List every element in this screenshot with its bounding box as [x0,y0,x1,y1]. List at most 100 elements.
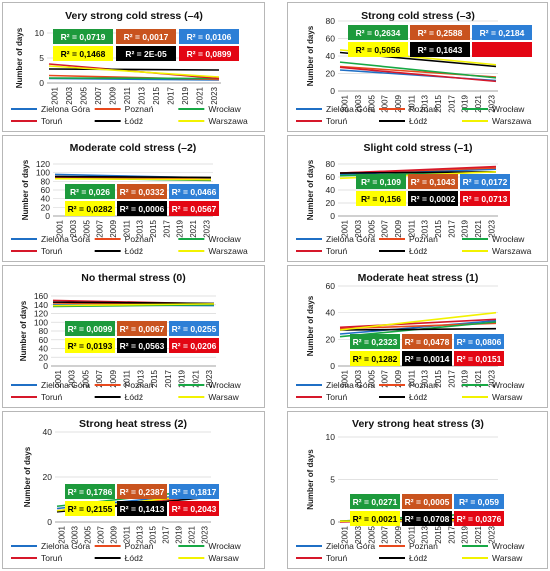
r2-badge: R² = 0,1786 [65,484,115,499]
y-tick-label: 160 [34,291,48,301]
r2-badge-background [179,29,239,44]
legend-label: Toruń [41,246,63,256]
r2-badge-background [65,201,115,216]
x-tick-label: 2013 [136,219,145,237]
r2-badge-background [402,494,452,509]
x-tick-label: 2007 [97,525,106,543]
x-tick-label: 2005 [367,219,376,237]
chart-title: Very strong cold stress (–4) [65,10,203,22]
y-tick-label: 20 [39,352,49,362]
legend-item-zielona-gora: Zielona Góra [296,234,375,244]
y-tick-label: 120 [36,159,50,169]
chart-title: Slight cold stress (–1) [363,142,472,154]
legend-item-torun: Toruń [11,116,63,126]
x-tick-label: 2013 [136,369,145,387]
r2-badge: R² = 2E-05 [116,46,176,61]
x-tick-label: 2003 [69,219,78,237]
legend-item-wroclaw: Wrocław [462,541,525,551]
r2-badge: R² = 0,0006 [117,201,167,216]
y-tick-label: 140 [34,300,48,310]
r2-badge-background [169,184,219,199]
chart-svg: Slight cold stress (–1) Number of days 0 20… [296,142,532,256]
legend-item-poznan: Poznań [379,541,438,551]
r2-badge: R² = 0,0193 [65,338,115,353]
x-tick-label: 2005 [84,525,93,543]
r2-badge-background [117,201,167,216]
x-tick-label: 2003 [65,86,74,104]
legend-label: Wrocław [208,541,241,551]
chart-panel-very-strong-cold-stress: Very strong cold stress (–4) Number of da… [2,2,265,132]
r2-value: R² = 0,0255 [172,324,217,334]
r2-value: R² = 0,0021 [353,514,398,524]
r2-badge: R² = 0,059 [454,494,504,509]
legend-label: Poznań [125,234,154,244]
r2-badge: R² = 0,1043 [408,174,458,189]
legend-label: Warsaw [208,392,239,402]
x-tick-label: 2023 [487,369,496,387]
x-tick-label: 2013 [421,525,430,543]
r2-badge: R² = 0,0719 [53,29,113,44]
x-tick-label: 2019 [461,525,470,543]
chart-panel-moderate-heat-stress: Moderate heat stress (1) Number of days 0 2… [287,265,548,408]
legend-item-zielona-gora: Zielona Góra [11,104,90,114]
r2-badge-background [117,338,167,353]
r2-value: R² = 0,0713 [463,194,508,204]
legend-item-zielona-gora: Zielona Góra [11,380,90,390]
legend-label: Toruń [41,553,63,563]
r2-value: R² = 2E-05 [125,49,167,59]
x-tick-label: 2013 [421,369,430,387]
x-tick-label: 2013 [136,525,145,543]
r2-badge: R² = 0,0151 [454,351,504,366]
x-tick-label: 2019 [461,219,470,237]
series-line-warszawa [48,65,220,78]
series-line-zielona-gora [339,319,497,335]
x-tick-label: 2023 [487,219,496,237]
legend-label: Wrocław [492,541,525,551]
legend-item-lodz: Łódź [379,553,427,563]
y-tick-label: 80 [326,16,336,26]
r2-value: R² = 0,0708 [405,514,450,524]
chart-title: Moderate heat stress (1) [358,272,479,284]
r2-badge-background [169,321,219,336]
y-tick-label: 10 [35,28,45,38]
legend-label: Warsaw [492,392,523,402]
x-tick-label: 2015 [150,369,159,387]
r2-value: R² = 0,0376 [457,514,502,524]
r2-badge: R² = 0,0899 [179,46,239,61]
r2-badge: R² = 0,1817 [169,484,219,499]
r2-value: R² = 0,2634 [356,28,401,38]
legend-item-warsaw: Warsaw [178,553,240,563]
r2-value: R² = 0,0106 [187,32,232,42]
r2-badge-background [356,174,406,189]
x-tick-label: 2001 [341,94,350,112]
r2-value: R² = 0,0332 [120,187,165,197]
legend-label: Toruń [41,392,63,402]
r2-badge: R² = 0,0017 [116,29,176,44]
chart-panel-slight-cold-stress: Slight cold stress (–1) Number of days 0 20… [287,135,548,262]
chart-svg: No thermal stress (0) Number of days 02040… [11,272,242,402]
legend-label: Toruń [326,553,348,563]
chart-panel-no-thermal-stress: No thermal stress (0) Number of days 0 20 40… [2,265,265,408]
r2-value: R² = 0,0466 [172,187,217,197]
r2-badge: R² = 0,5056 [348,42,408,57]
x-tick-label: 2011 [123,369,132,387]
x-tick-label: 2003 [71,525,80,543]
legend-item-warszawa: Warszawa [178,116,248,126]
legend-item-wroclaw: Wrocław [178,104,242,114]
x-tick-label: 2001 [341,219,350,237]
r2-value: R² = 0,1468 [61,49,106,59]
y-tick-label: 20 [326,69,336,79]
r2-badge: R² = 0,0478 [402,334,452,349]
x-tick-label: 2009 [110,525,119,543]
x-tick-label: 2007 [381,369,390,387]
r2-badge-background [169,201,219,216]
r2-value: R² = 0,109 [361,177,401,187]
legend-label: Łódź [409,553,427,563]
legend-label: Toruń [326,246,348,256]
legend-item-lodz: Łódź [379,246,427,256]
legend-label: Warsaw [492,553,523,563]
legend-item-poznan: Poznań [379,380,438,390]
legend-item-warsaw: Warsaw [462,392,523,402]
y-tick-label: 60 [41,185,51,195]
series-line-warszawa [54,177,212,181]
